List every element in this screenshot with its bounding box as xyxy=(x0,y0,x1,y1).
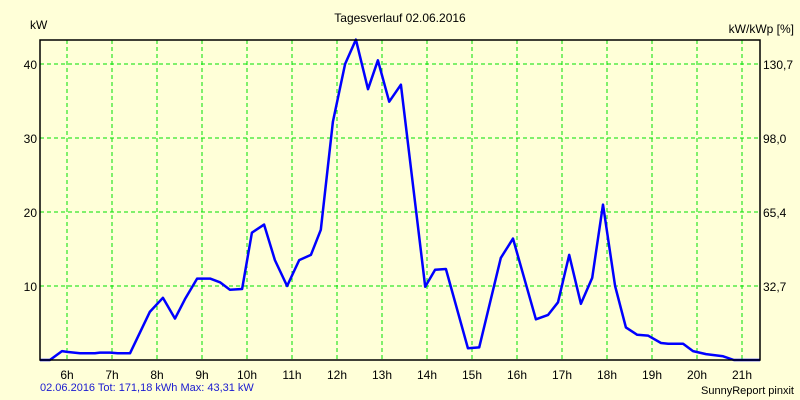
y-left-tick-label: 10 xyxy=(24,280,38,294)
x-tick-label: 7h xyxy=(105,368,118,382)
x-tick-label: 9h xyxy=(195,368,208,382)
x-tick-label: 18h xyxy=(597,368,617,382)
x-tick-label: 11h xyxy=(282,368,301,382)
grid-lines xyxy=(40,40,760,360)
y-left-tick-label: 30 xyxy=(24,132,38,146)
x-tick-label: 10h xyxy=(237,368,257,382)
power-series-line xyxy=(40,38,760,362)
chart-title: Tagesverlauf 02.06.2016 xyxy=(334,11,466,25)
x-tick-label: 15h xyxy=(462,368,482,382)
y-right-tick-label: 32,7 xyxy=(763,280,787,294)
y-right-tick-label: 130,7 xyxy=(763,58,793,72)
x-tick-label: 17h xyxy=(552,368,572,382)
x-tick-label: 21h xyxy=(732,368,752,382)
daily-summary: 02.06.2016 Tot: 171,18 kWh Max: 43,31 kW xyxy=(40,382,254,394)
y-left-tick-label: 40 xyxy=(24,58,38,72)
x-tick-label: 8h xyxy=(150,368,163,382)
y-left-tick-label: 20 xyxy=(24,206,38,220)
x-tick-label: 16h xyxy=(507,368,527,382)
plot-frame xyxy=(39,39,761,361)
axis-ticks: 6h 7h 8h 9h 10h 11h 12h 13h 14h 15h 16h 17h 18h 19h 20… xyxy=(24,58,794,382)
x-tick-label: 19h xyxy=(642,368,662,382)
x-tick-label: 13h xyxy=(372,368,392,382)
brand-label: SunnyReport pinxit xyxy=(701,385,794,397)
y-axis-right-label: kW/kWp [%] xyxy=(728,22,794,36)
y-right-tick-label: 98,0 xyxy=(763,132,787,146)
x-tick-label: 14h xyxy=(417,368,437,382)
x-tick-label: 6h xyxy=(60,368,73,382)
x-tick-label: 20h xyxy=(687,368,707,382)
x-tick-label: 12h xyxy=(327,368,347,382)
y-axis-left-label: kW xyxy=(30,18,48,32)
y-right-tick-label: 65,4 xyxy=(763,206,787,220)
